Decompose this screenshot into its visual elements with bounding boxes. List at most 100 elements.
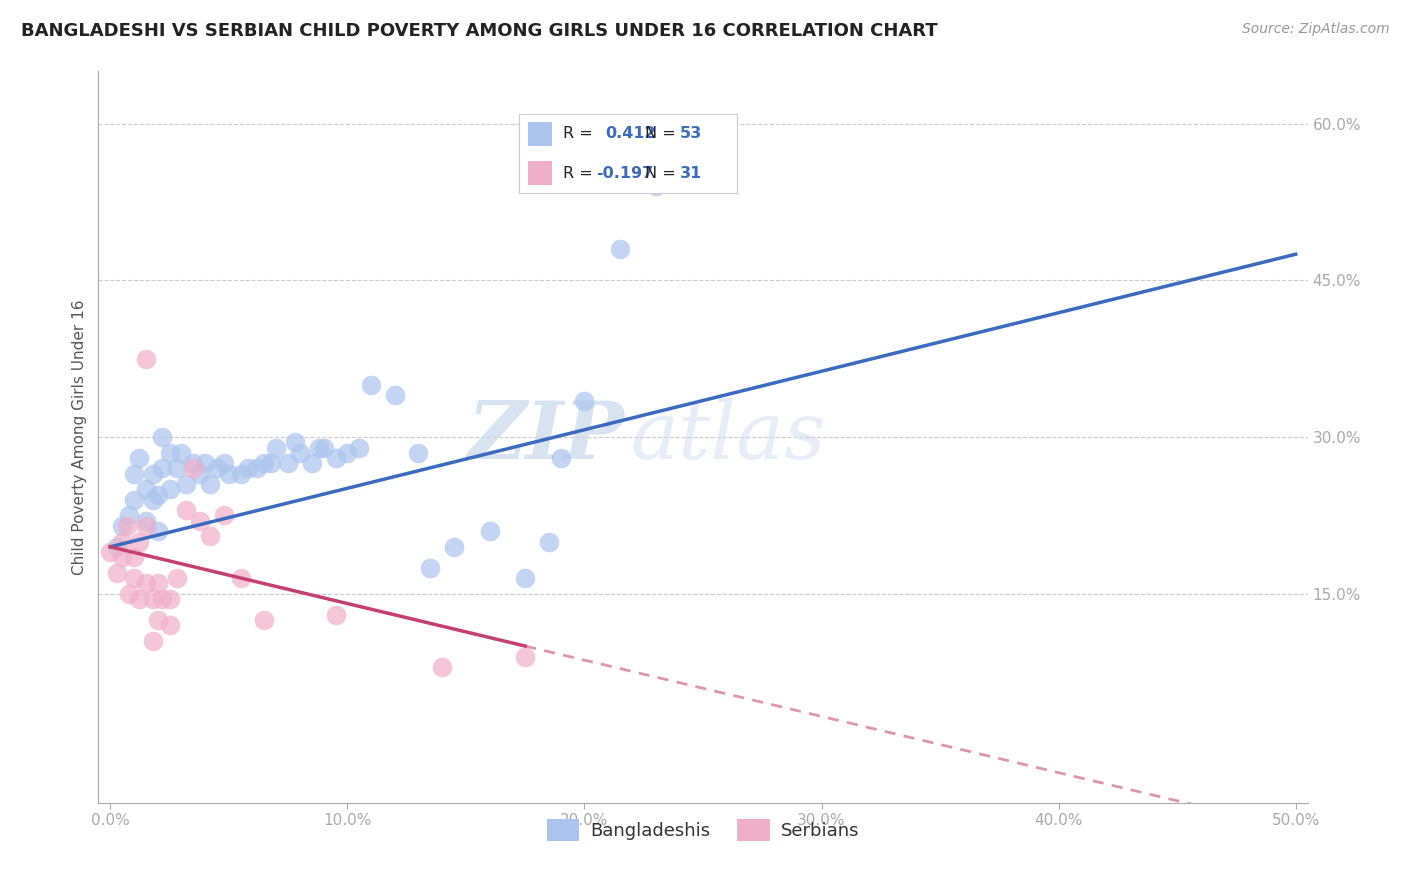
Point <box>537 534 560 549</box>
Point <box>105 566 128 580</box>
Point <box>174 477 197 491</box>
Text: R =: R = <box>562 166 598 181</box>
Point <box>135 514 157 528</box>
Point <box>142 467 165 481</box>
Point <box>152 461 174 475</box>
FancyBboxPatch shape <box>527 122 551 145</box>
Point <box>174 503 197 517</box>
Point <box>325 450 347 465</box>
Point <box>118 508 141 523</box>
Point <box>128 592 150 607</box>
Point <box>142 633 165 648</box>
Point <box>128 450 150 465</box>
Legend: Bangladeshis, Serbians: Bangladeshis, Serbians <box>540 812 866 848</box>
Point <box>288 446 311 460</box>
Point <box>115 519 138 533</box>
Point <box>198 477 221 491</box>
Point <box>301 456 323 470</box>
Point <box>360 377 382 392</box>
Point <box>105 540 128 554</box>
Point <box>408 446 430 460</box>
FancyBboxPatch shape <box>527 161 551 185</box>
Point <box>264 441 287 455</box>
Point <box>146 524 169 538</box>
Point <box>284 435 307 450</box>
Point <box>432 660 454 674</box>
Point <box>142 492 165 507</box>
Point <box>194 456 217 470</box>
Point <box>312 441 335 455</box>
Point <box>419 560 441 574</box>
Point <box>135 576 157 591</box>
Text: N =: N = <box>645 166 682 181</box>
Point <box>135 351 157 366</box>
Point <box>478 524 501 538</box>
Text: BANGLADESHI VS SERBIAN CHILD POVERTY AMONG GIRLS UNDER 16 CORRELATION CHART: BANGLADESHI VS SERBIAN CHILD POVERTY AMO… <box>21 22 938 40</box>
Point <box>347 441 370 455</box>
Point <box>218 467 240 481</box>
Point <box>166 461 188 475</box>
Point <box>212 508 235 523</box>
Point <box>236 461 259 475</box>
Text: 53: 53 <box>681 126 703 141</box>
Point <box>135 483 157 497</box>
Point <box>159 618 181 632</box>
Point <box>146 487 169 501</box>
Text: ZIP: ZIP <box>468 399 624 475</box>
Point <box>181 456 204 470</box>
Point <box>336 446 359 460</box>
Point <box>159 446 181 460</box>
Point <box>181 461 204 475</box>
Point <box>229 467 252 481</box>
Text: 31: 31 <box>681 166 703 181</box>
Point <box>190 514 212 528</box>
Point <box>166 571 188 585</box>
Point <box>111 534 134 549</box>
Text: Source: ZipAtlas.com: Source: ZipAtlas.com <box>1241 22 1389 37</box>
Y-axis label: Child Poverty Among Girls Under 16: Child Poverty Among Girls Under 16 <box>72 300 87 574</box>
Point <box>253 456 276 470</box>
Point <box>609 242 631 256</box>
Point <box>152 592 174 607</box>
Point <box>111 550 134 565</box>
Point <box>443 540 465 554</box>
Point <box>159 592 181 607</box>
Text: atlas: atlas <box>630 399 825 475</box>
Point <box>98 545 121 559</box>
Text: N =: N = <box>645 126 682 141</box>
Point <box>159 483 181 497</box>
Point <box>122 467 145 481</box>
Point <box>515 571 537 585</box>
Point <box>111 519 134 533</box>
Point <box>146 576 169 591</box>
Point <box>325 607 347 622</box>
Point <box>122 550 145 565</box>
Point <box>277 456 299 470</box>
Point <box>550 450 572 465</box>
Point <box>260 456 283 470</box>
Point <box>135 519 157 533</box>
Text: 0.412: 0.412 <box>605 126 655 141</box>
Point <box>574 393 596 408</box>
Point <box>128 534 150 549</box>
Point <box>308 441 330 455</box>
Point <box>229 571 252 585</box>
Text: -0.197: -0.197 <box>596 166 654 181</box>
Point <box>190 467 212 481</box>
Point <box>146 613 169 627</box>
Point <box>122 492 145 507</box>
Point <box>152 430 174 444</box>
Point <box>170 446 193 460</box>
Point <box>384 388 406 402</box>
Point <box>253 613 276 627</box>
Point <box>122 571 145 585</box>
Point <box>198 529 221 543</box>
Point <box>644 179 666 194</box>
Point <box>142 592 165 607</box>
Point <box>212 456 235 470</box>
Point <box>118 587 141 601</box>
Point <box>515 649 537 664</box>
Point <box>205 461 228 475</box>
Point <box>246 461 269 475</box>
Text: R =: R = <box>562 126 598 141</box>
